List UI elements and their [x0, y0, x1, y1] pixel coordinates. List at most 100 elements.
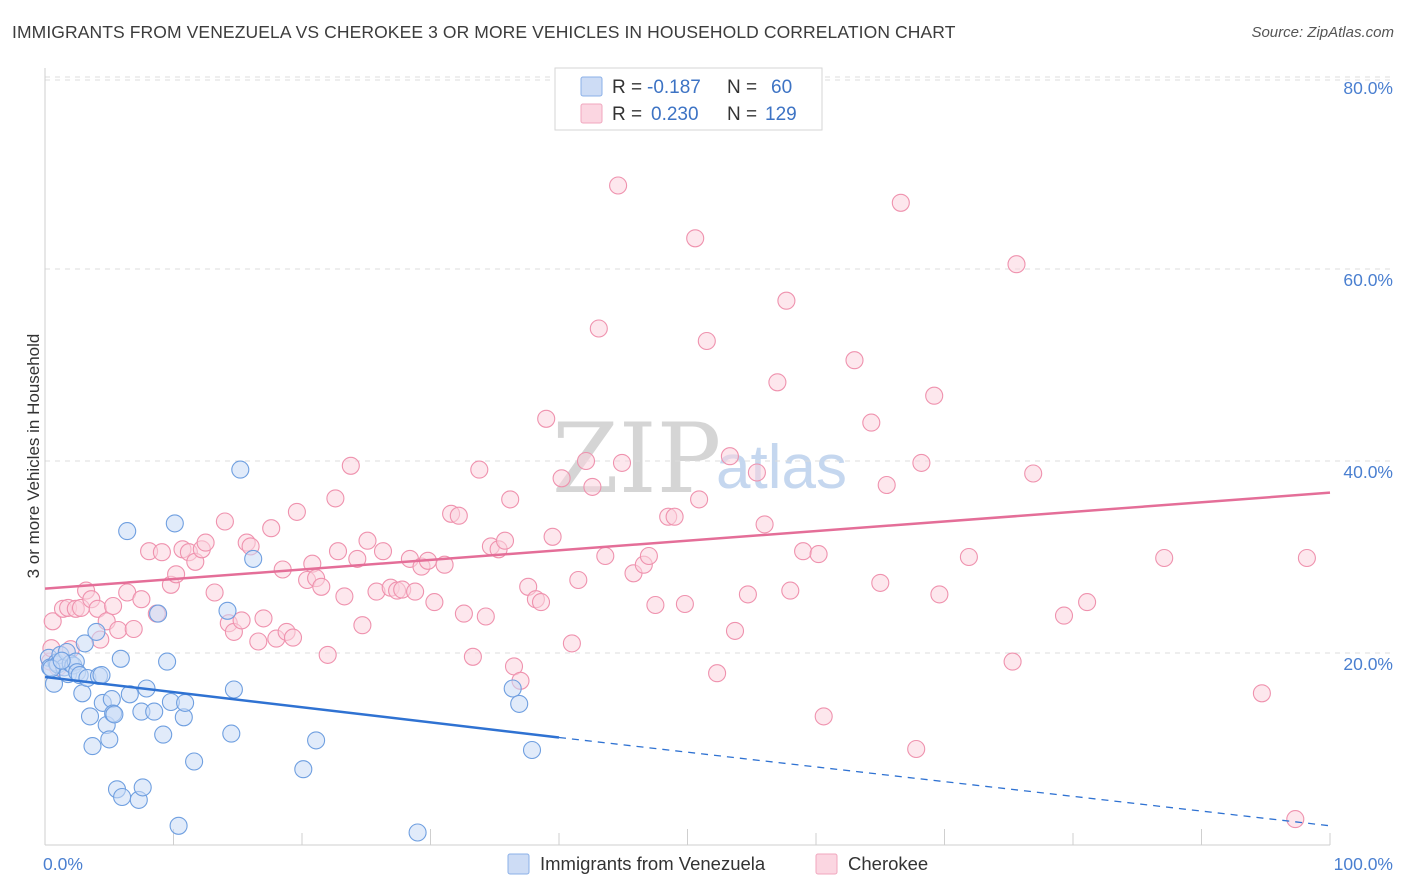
cherokee-point: [406, 582, 425, 601]
cherokee-point: [646, 595, 665, 615]
venezuela-trend-extension: [558, 736, 1331, 827]
cherokee-point: [254, 609, 273, 628]
cherokee-point: [341, 456, 360, 475]
cherokee-point: [777, 291, 796, 310]
venezuela-point: [224, 680, 243, 699]
cherokee-point: [1007, 255, 1026, 274]
cherokee-point: [569, 570, 588, 590]
venezuela-point: [503, 679, 522, 698]
x-tick-label-max: 100.0%: [1334, 854, 1393, 874]
venezuela-point: [165, 514, 184, 533]
cherokee-point: [639, 546, 658, 566]
stats-legend: R = -0.187 N = 60 R = 0.230 N = 129: [554, 67, 823, 131]
cherokee-point: [1286, 810, 1305, 829]
cherokee-point: [470, 460, 489, 479]
series-legend: Immigrants from Venezuela Cherokee: [507, 853, 928, 875]
source-credit: Source: ZipAtlas.com: [1251, 24, 1394, 41]
cherokee-point: [249, 632, 268, 651]
cherokee-point: [1024, 464, 1043, 483]
cherokee-point: [501, 490, 520, 509]
cherokee-point: [871, 573, 890, 592]
venezuela-point: [100, 730, 119, 749]
cherokee-point: [708, 664, 727, 683]
cherokee-point: [725, 621, 745, 640]
venezuela-point: [92, 666, 111, 685]
y-tick-labels: 20.0% 40.0% 60.0% 80.0%: [1343, 78, 1393, 674]
cherokee-point: [576, 451, 596, 471]
venezuela-point: [73, 684, 92, 703]
cherokee-point: [891, 193, 910, 212]
y-tick-label: 20.0%: [1343, 654, 1393, 674]
cherokee-point: [596, 546, 615, 566]
cherokee-point: [583, 477, 602, 496]
cherokee-point: [287, 502, 306, 521]
cherokee-point: [196, 533, 215, 552]
cherokee-point: [1003, 652, 1022, 671]
venezuela-point: [133, 778, 152, 797]
cherokee-point: [283, 628, 303, 647]
cherokee-point: [449, 506, 468, 525]
cherokee-point: [215, 512, 234, 531]
y-tick-label: 80.0%: [1343, 78, 1393, 98]
legend-n-label-1: N =: [727, 77, 757, 98]
cherokee-point: [132, 590, 151, 609]
y-axis-label: 3 or more Vehicles in Household: [24, 334, 43, 579]
cherokee-point: [686, 229, 705, 248]
cherokee-point: [425, 593, 444, 612]
cherokee-point: [152, 543, 171, 562]
cherokee-point: [543, 527, 562, 546]
cherokee-point: [435, 555, 454, 574]
venezuela-point: [408, 823, 427, 842]
cherokee-point: [373, 542, 393, 561]
axes: [44, 68, 1331, 846]
series-legend-swatch-venezuela: [507, 853, 530, 875]
gridlines: [45, 76, 1393, 654]
cherokee-point: [124, 619, 143, 639]
cherokee-points: [41, 176, 1316, 829]
cherokee-point: [454, 604, 473, 623]
y-tick-label: 60.0%: [1343, 270, 1393, 290]
cherokee-point: [589, 319, 608, 338]
x-tick-label-min: 0.0%: [43, 854, 83, 874]
venezuela-point: [510, 694, 529, 713]
cherokee-point: [348, 549, 367, 568]
venezuela-point: [176, 693, 195, 712]
legend-n-value-2: 129: [765, 104, 797, 125]
cherokee-point: [1155, 548, 1174, 568]
cherokee-point: [925, 386, 944, 405]
cherokee-point: [877, 475, 896, 495]
venezuela-point: [294, 760, 313, 779]
cherokee-point: [312, 577, 331, 596]
legend-swatch-venezuela: [580, 76, 603, 97]
series-legend-label-venezuela: Immigrants from Venezuela: [540, 853, 766, 874]
venezuela-point: [231, 460, 250, 479]
venezuela-point: [307, 731, 326, 750]
cherokee-point: [665, 507, 684, 526]
legend-r-label-1: R =: [612, 77, 642, 98]
venezuela-point: [185, 752, 204, 771]
cherokee-point: [809, 545, 828, 564]
series-legend-label-cherokee: Cherokee: [848, 853, 928, 874]
venezuela-point: [154, 725, 173, 744]
legend-r-value-1: -0.187: [647, 77, 701, 98]
cherokee-point: [1252, 684, 1271, 703]
cherokee-point: [930, 585, 949, 604]
venezuela-point: [149, 604, 168, 623]
cherokee-point: [552, 469, 571, 488]
cherokee-point: [476, 607, 495, 626]
venezuela-point: [118, 522, 137, 541]
y-tick-label: 40.0%: [1343, 462, 1393, 482]
cherokee-point: [609, 176, 628, 195]
cherokee-point: [959, 547, 978, 567]
trend-lines: [44, 491, 1331, 827]
venezuela-point: [244, 549, 263, 568]
cherokee-point: [747, 463, 766, 482]
cherokee-point: [912, 453, 931, 472]
cherokee-point: [109, 620, 128, 640]
cherokee-point: [463, 647, 482, 666]
venezuela-point: [158, 652, 177, 671]
venezuela-point: [111, 649, 130, 668]
cherokee-point: [205, 583, 224, 602]
cherokee-point: [738, 585, 757, 604]
venezuela-point: [75, 634, 94, 653]
